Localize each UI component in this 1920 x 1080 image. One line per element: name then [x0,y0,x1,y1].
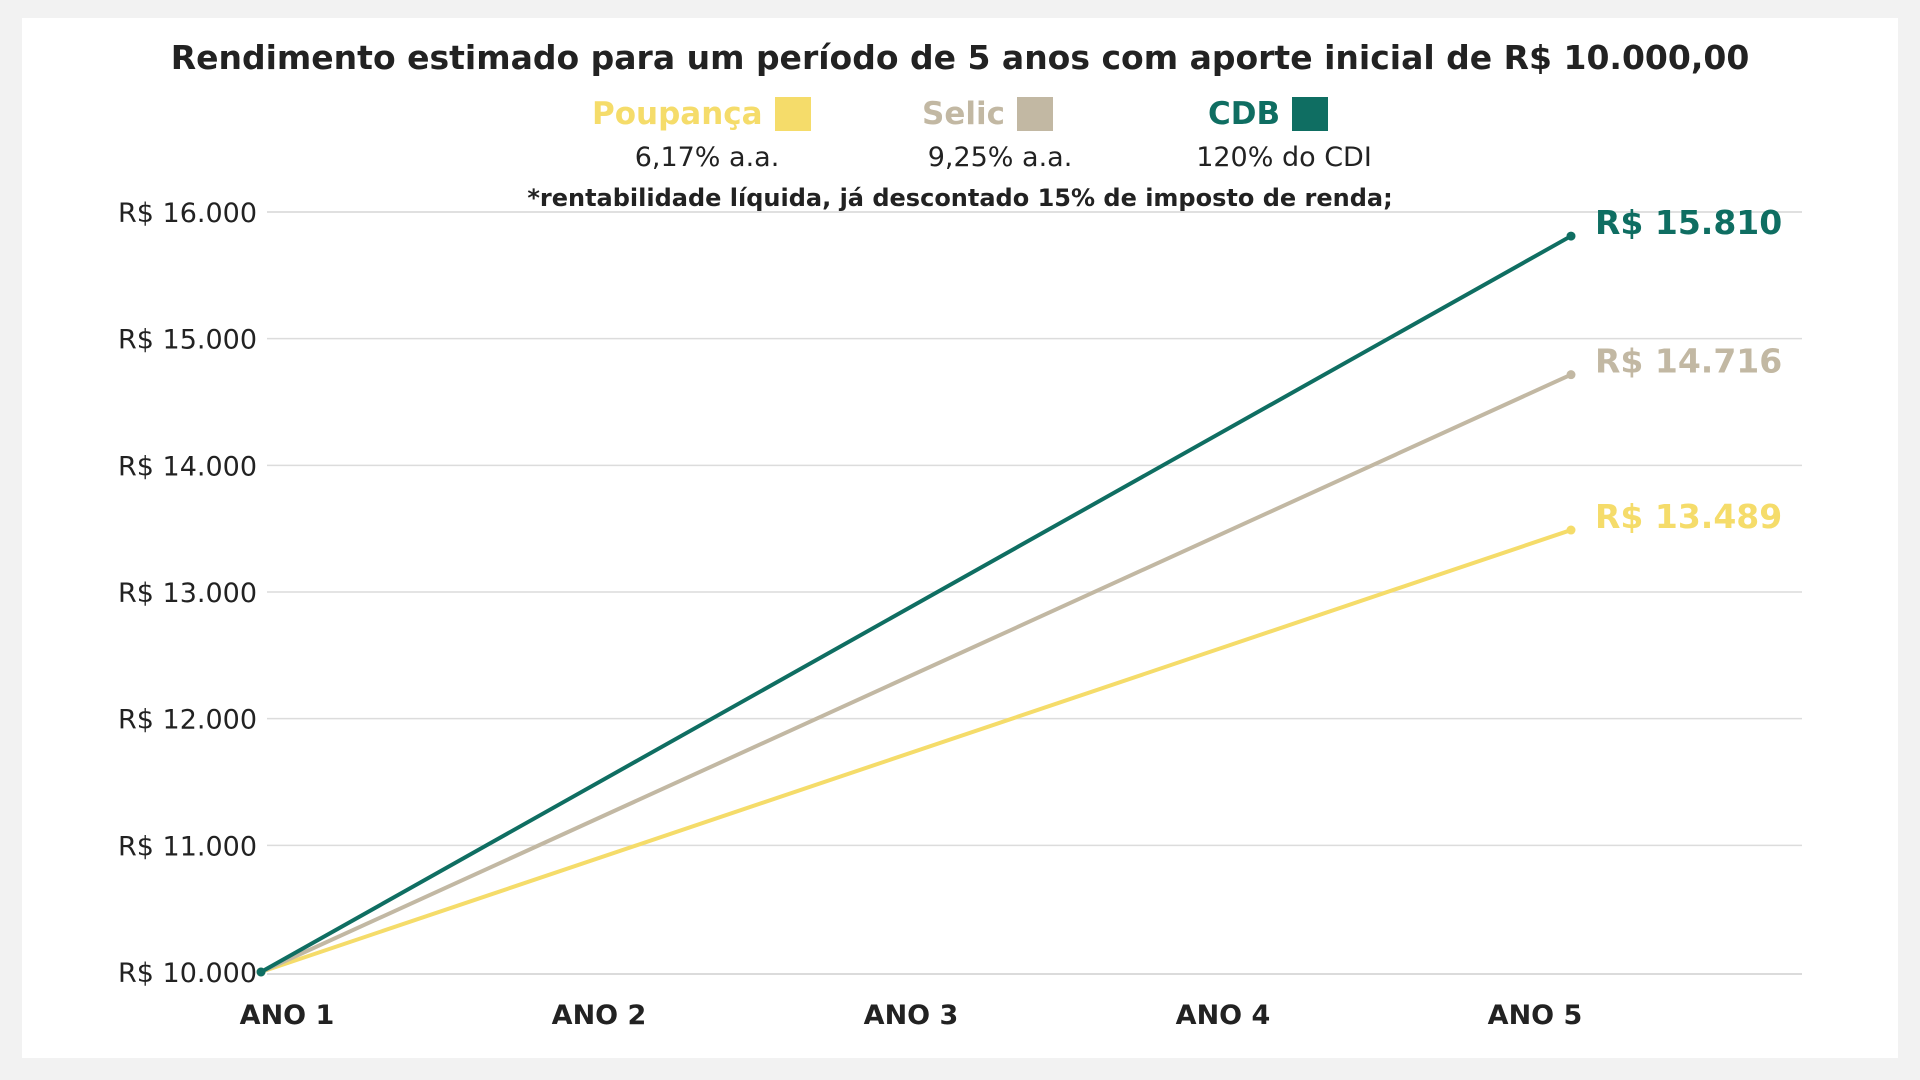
legend-item-poupanca: Poupança [592,96,811,132]
legend-rate-cdb: 120% do CDI [1196,142,1372,173]
chart-title: Rendimento estimado para um período de 5… [170,38,1750,77]
series-end-label: R$ 15.810 [1595,203,1782,242]
series-line-poupança [259,528,1573,974]
series-end-point [1566,525,1576,535]
legend-swatch-selic [1016,97,1053,131]
legend-swatch-cdb [1292,97,1329,131]
legend-label-selic: Selic [922,96,1005,132]
legend-label-cdb: CDB [1208,96,1281,132]
series-end-point [1566,231,1576,241]
x-tick-label: ANO 2 [552,1000,647,1031]
y-tick-label: R$ 14.000 [118,451,257,482]
x-tick-label: ANO 3 [864,1000,959,1031]
x-tick-label: ANO 5 [1488,1000,1583,1031]
series-end-label: R$ 14.716 [1595,342,1782,381]
y-tick-label: R$ 15.000 [118,325,257,356]
legend-item-selic: Selic [922,96,1053,132]
series-start-point [256,967,266,977]
legend-swatch-poupanca [774,97,811,131]
legend-rate-poupanca: 6,17% a.a. [634,142,780,173]
legend-label-poupanca: Poupança [592,96,763,132]
series-end-label: R$ 13.489 [1595,497,1782,536]
y-tick-label: R$ 13.000 [118,578,257,609]
series-end-point [1566,370,1576,380]
series-line-selic [259,372,1573,974]
y-tick-label: R$ 11.000 [118,831,257,862]
x-tick-label: ANO 4 [1176,1000,1271,1031]
x-tick-label: ANO 1 [240,1000,335,1031]
legend-item-cdb: CDB [1208,96,1329,132]
series-line-cdb [259,234,1573,974]
y-tick-label: R$ 10.000 [118,958,257,989]
y-tick-label: R$ 16.000 [118,198,257,229]
chart-card: Rendimento estimado para um período de 5… [22,18,1898,1058]
legend-rate-selic: 9,25% a.a. [927,142,1073,173]
y-tick-label: R$ 12.000 [118,705,257,736]
line-chart: R$ 10.000 R$ 11.000 R$ 12.000 R$ 13.000 R$ 1… [118,198,1802,1031]
chart-footnote: *rentabilidade líquida, já descontado 15… [527,184,1393,212]
